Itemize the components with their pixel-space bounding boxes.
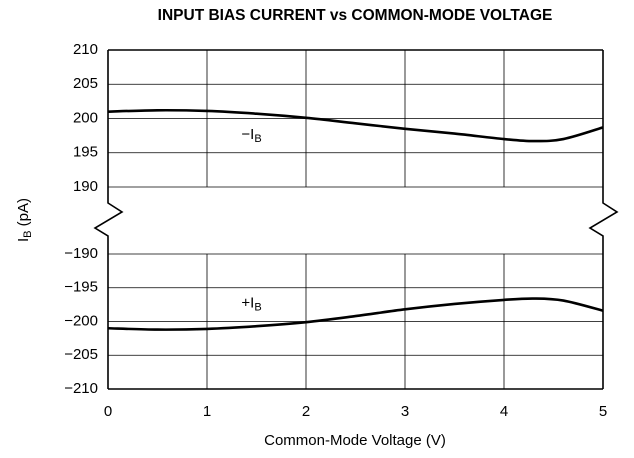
series-label: +IB xyxy=(241,294,261,313)
series-label-sub: B xyxy=(254,301,261,313)
x-tick-label: 4 xyxy=(500,403,508,420)
y-axis-label: IB (pA) xyxy=(15,198,34,242)
series-line xyxy=(107,108,604,143)
x-tick-label: 3 xyxy=(401,403,409,420)
y-tick-label: 200 xyxy=(73,109,98,126)
y-tick-label: 210 xyxy=(73,41,98,58)
series-line xyxy=(107,297,604,331)
series-label-main: −I xyxy=(241,126,254,143)
series-label: −IB xyxy=(241,126,261,145)
x-tick-label: 2 xyxy=(302,403,310,420)
y-tick-label: −210 xyxy=(64,380,98,397)
y-tick-label: −190 xyxy=(64,245,98,262)
x-axis-label: Common-Mode Voltage (V) xyxy=(264,432,446,449)
y-tick-label: −195 xyxy=(64,279,98,296)
y-tick-label: −200 xyxy=(64,312,98,329)
y-tick-label: 190 xyxy=(73,178,98,195)
series-label-main: +I xyxy=(241,294,254,311)
x-tick-label: 5 xyxy=(599,403,607,420)
y-tick-label: 195 xyxy=(73,144,98,161)
y-label-sub: B xyxy=(22,231,34,238)
chart-title: INPUT BIAS CURRENT vs COMMON-MODE VOLTAG… xyxy=(158,7,553,24)
y-tick-label: −205 xyxy=(64,346,98,363)
series-label-sub: B xyxy=(254,133,261,145)
x-tick-label: 1 xyxy=(203,403,211,420)
x-tick-label: 0 xyxy=(104,403,112,420)
y-tick-label: 205 xyxy=(73,75,98,92)
y-label-part: (pA) xyxy=(15,198,32,231)
axis-break xyxy=(93,187,124,254)
y-label-part: I xyxy=(15,238,32,242)
axis-break xyxy=(588,187,619,254)
